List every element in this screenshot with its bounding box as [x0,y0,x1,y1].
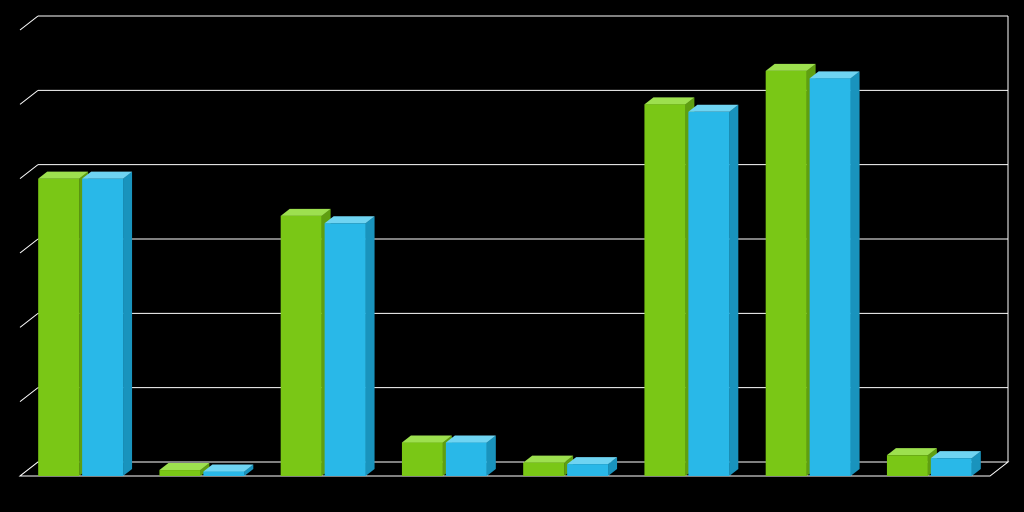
bar-chart-3d [0,0,1024,512]
bar-series-b-4 [567,457,617,476]
bar-series-a-1 [159,463,209,476]
bar-series-a-3 [402,436,452,476]
bar-series-a-0 [38,172,88,476]
bar-series-b-2 [325,216,375,476]
bar-series-a-5 [644,97,694,476]
bar-series-b-0 [82,172,132,476]
bar-series-b-6 [810,71,860,476]
bar-series-a-7 [887,448,937,476]
bar-series-a-6 [766,64,816,476]
chart-bg [0,0,1024,512]
bar-series-a-2 [281,209,331,476]
bar-series-b-5 [688,105,738,476]
bar-series-b-1 [203,465,253,476]
bar-series-b-7 [931,451,981,476]
bar-series-b-3 [446,436,496,476]
bar-series-a-4 [523,456,573,476]
